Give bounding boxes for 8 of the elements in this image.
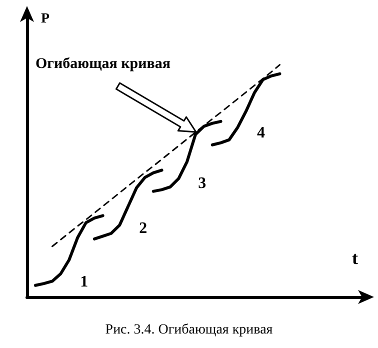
series-label: 2 [139, 220, 148, 237]
annotation: Огибающая кривая [36, 56, 170, 74]
series-label: 3 [198, 175, 206, 192]
x-axis-title: t [352, 248, 358, 268]
y-axis-title: P [41, 12, 50, 26]
series-label: 4 [257, 124, 266, 142]
series-label: 1 [80, 273, 88, 290]
text: Рис. 3.4. Огибающая кривая [105, 322, 274, 338]
